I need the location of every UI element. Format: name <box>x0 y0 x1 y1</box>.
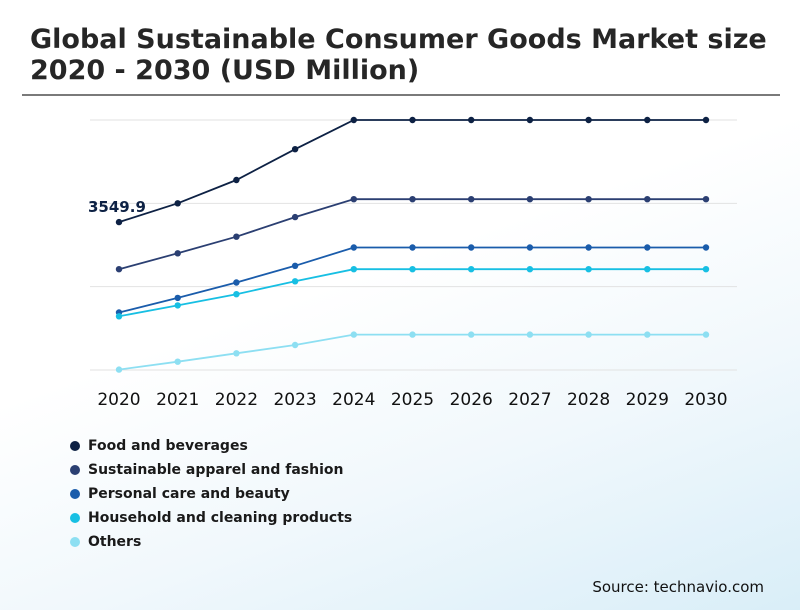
data-point-3-10 <box>702 266 710 273</box>
data-point-0-4 <box>350 116 357 124</box>
data-point-0-1 <box>174 200 181 207</box>
x-axis-ticks: 2020 2021 2022 2023 2024 2025 2026 2027 2028 2029… <box>97 390 727 410</box>
data-point-4-1 <box>174 358 181 365</box>
data-point-1-3 <box>291 213 299 221</box>
series-line-1 <box>118 198 706 271</box>
legend-marker <box>70 489 80 499</box>
data-point-1-5 <box>409 196 416 203</box>
data-point-2-7 <box>526 244 534 251</box>
data-point-1-0 <box>115 266 123 273</box>
series-points <box>115 116 710 373</box>
x-tick-label: 2023 <box>273 390 316 410</box>
legend-label: Food and beverages <box>88 438 248 454</box>
data-point-1-1 <box>174 250 181 257</box>
legend-item: Food and beverages <box>70 434 352 458</box>
data-point-0-3 <box>291 146 299 153</box>
data-point-1-8 <box>585 196 592 203</box>
data-point-4-5 <box>409 331 416 338</box>
series-line-4 <box>118 333 706 371</box>
data-point-0-6 <box>468 116 475 124</box>
data-point-4-6 <box>468 331 475 338</box>
x-tick-label: 2026 <box>450 390 493 410</box>
data-point-1-7 <box>526 196 534 203</box>
data-point-2-4 <box>350 244 357 251</box>
data-point-4-9 <box>644 331 651 338</box>
data-point-0-8 <box>585 116 592 124</box>
data-point-1-6 <box>468 196 475 203</box>
data-point-4-7 <box>526 331 534 338</box>
data-point-3-6 <box>468 266 475 273</box>
data-point-4-0 <box>115 366 123 373</box>
x-tick-label: 2027 <box>508 390 551 410</box>
data-point-3-9 <box>644 266 651 273</box>
chart-title: Global Sustainable Consumer Goods Market… <box>30 24 767 86</box>
legend-marker <box>70 465 80 475</box>
source-credit: Source: technavio.com <box>592 578 764 596</box>
data-point-1-4 <box>350 196 357 203</box>
line-chart: 2020 2021 2022 2023 2024 2025 2026 2027 2028 2029… <box>88 116 737 410</box>
data-point-3-0 <box>115 313 123 320</box>
title-divider <box>22 94 780 96</box>
series-line-0 <box>118 119 706 223</box>
data-point-3-5 <box>409 266 416 273</box>
x-tick-label: 2024 <box>332 390 375 410</box>
data-point-0-2 <box>233 176 240 184</box>
series-line-2 <box>118 246 706 314</box>
legend-marker <box>70 513 80 523</box>
data-point-2-10 <box>702 244 710 251</box>
legend-label: Others <box>88 534 142 550</box>
data-point-0-9 <box>644 116 651 124</box>
legend-marker <box>70 441 80 451</box>
data-point-3-4 <box>350 266 357 273</box>
x-tick-label: 2025 <box>391 390 434 410</box>
data-point-3-8 <box>585 266 592 273</box>
data-point-3-7 <box>526 266 534 273</box>
data-point-0-7 <box>526 116 534 124</box>
data-point-2-9 <box>644 244 651 251</box>
data-point-4-8 <box>585 331 592 338</box>
series-line-3 <box>118 268 706 318</box>
data-point-3-1 <box>174 302 181 309</box>
data-point-0-5 <box>409 116 416 124</box>
data-point-2-6 <box>468 244 475 251</box>
data-point-4-2 <box>233 350 240 357</box>
legend-item: Sustainable apparel and fashion <box>70 458 352 482</box>
x-tick-label: 2020 <box>97 390 140 410</box>
legend-label: Household and cleaning products <box>88 510 353 526</box>
x-tick-label: 2022 <box>215 390 258 410</box>
legend-item: Personal care and beauty <box>70 482 352 506</box>
data-point-2-1 <box>174 294 181 302</box>
legend-item: Household and cleaning products <box>70 506 352 530</box>
data-point-4-4 <box>350 331 357 338</box>
data-point-2-3 <box>291 262 299 269</box>
data-point-1-2 <box>233 233 240 240</box>
data-point-2-5 <box>409 244 416 251</box>
legend-item: Others <box>70 530 352 554</box>
data-point-2-8 <box>585 244 592 251</box>
data-point-1-10 <box>702 196 710 203</box>
x-tick-label: 2028 <box>567 390 610 410</box>
data-label: 3549.9 <box>88 198 146 216</box>
x-tick-label: 2029 <box>626 390 669 410</box>
data-point-4-10 <box>702 331 710 338</box>
legend-label: Sustainable apparel and fashion <box>88 462 344 478</box>
annotations: 3549.9 <box>88 198 146 216</box>
data-point-4-3 <box>291 341 299 349</box>
data-point-0-10 <box>702 116 710 124</box>
x-tick-label: 2021 <box>156 390 199 410</box>
data-point-2-2 <box>233 279 240 286</box>
legend-label: Personal care and beauty <box>88 486 290 502</box>
data-point-1-9 <box>644 196 651 203</box>
legend-marker <box>70 537 80 547</box>
legend: Food and beverages Sustainable apparel an… <box>70 434 352 554</box>
data-point-0-0 <box>115 218 123 226</box>
data-point-3-2 <box>233 291 240 298</box>
data-point-3-3 <box>291 278 299 285</box>
x-tick-label: 2030 <box>684 390 727 410</box>
